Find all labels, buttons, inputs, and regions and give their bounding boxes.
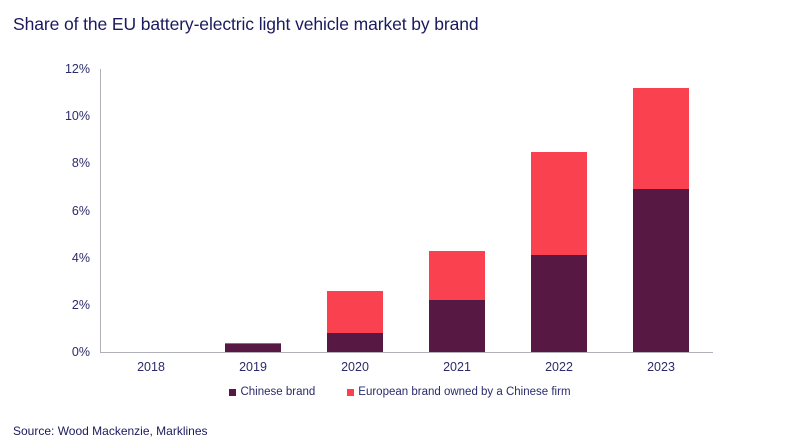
legend-item[interactable]: European brand owned by a Chinese firm xyxy=(347,386,571,398)
bar-segment[interactable] xyxy=(633,189,689,352)
bar-segment[interactable] xyxy=(531,255,587,352)
bar-segment[interactable] xyxy=(429,300,485,352)
y-axis-tick-label: 8% xyxy=(71,156,90,171)
chart-title: Share of the EU battery-electric light v… xyxy=(13,14,479,34)
plot-area xyxy=(100,69,712,352)
bar-group[interactable] xyxy=(225,342,281,352)
y-axis-tick-label: 0% xyxy=(71,345,90,359)
bar-segment[interactable] xyxy=(225,343,281,352)
chart-legend: Chinese brand European brand owned by a C… xyxy=(0,386,800,398)
x-axis-tick-label: 2019 xyxy=(239,360,267,374)
legend-swatch-icon xyxy=(229,388,237,396)
y-axis-tick-label: 6% xyxy=(71,203,90,218)
bar-group[interactable] xyxy=(327,290,383,352)
x-axis-tick-label: 2023 xyxy=(647,360,675,374)
y-axis-tick-label: 4% xyxy=(71,250,90,265)
bar-segment[interactable] xyxy=(429,250,485,301)
x-axis-tick-label: 2018 xyxy=(137,360,165,374)
y-axis-tick-label: 10% xyxy=(64,109,90,124)
x-axis-line xyxy=(100,352,713,354)
x-axis-tick-label: 2020 xyxy=(341,360,369,374)
bar-segment[interactable] xyxy=(531,151,587,256)
bar-group[interactable] xyxy=(633,87,689,352)
legend-swatch-icon xyxy=(347,388,355,396)
legend-label: European brand owned by a Chinese firm xyxy=(358,386,571,398)
bar-group[interactable] xyxy=(429,250,485,352)
y-axis-line xyxy=(100,69,101,353)
bar-segment[interactable] xyxy=(225,342,281,344)
source-note: Source: Wood Mackenzie, Marklines xyxy=(13,424,208,438)
bar-segment[interactable] xyxy=(327,333,383,352)
x-axis-tick-label: 2021 xyxy=(443,360,471,374)
legend-label: Chinese brand xyxy=(240,386,316,398)
y-axis-tick-label: 2% xyxy=(71,297,90,312)
y-axis-tick-label: 12% xyxy=(64,62,90,76)
x-axis-tick-label: 2022 xyxy=(545,360,573,374)
bar-segment[interactable] xyxy=(327,290,383,334)
bar-group[interactable] xyxy=(531,151,587,352)
bar-segment[interactable] xyxy=(633,87,689,190)
legend-item[interactable]: Chinese brand xyxy=(229,386,315,398)
